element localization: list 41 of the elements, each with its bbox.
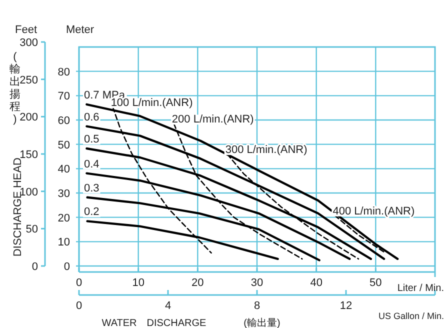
series-label: 200 L/min.(ANR) [172, 114, 254, 126]
y-tick-label: 70 [58, 90, 70, 103]
y-tick-label: 10 [58, 236, 70, 249]
x-tick-label: 30 [250, 277, 264, 289]
series-label: 0.2 [84, 206, 100, 218]
y2-axis-title: Feet [14, 24, 38, 36]
x2-tick-label: 12 [340, 300, 352, 312]
series-label: 0.6 [84, 111, 100, 124]
y2-tick-label: 200 [20, 112, 38, 124]
x2-tick-label: 4 [164, 300, 172, 312]
y-tick-label: 0 [64, 261, 70, 273]
y-tick-label: 60 [58, 115, 70, 127]
y2-tick-label: 300 [20, 37, 38, 49]
series-label: 0.3 [84, 182, 100, 194]
x-axis-title: Liter / Min. [397, 283, 444, 294]
x2-tick-label: 0 [76, 300, 82, 312]
x-tick-label: 40 [310, 277, 322, 289]
x2-axis-title: US Gallon / Min. [378, 311, 444, 321]
series-label: 0.5 [84, 133, 100, 146]
x2-tick-label: 8 [254, 300, 260, 312]
y-tick-label: 50 [58, 139, 70, 152]
x-tick-label: 0 [76, 277, 82, 289]
x-tick-label: 10 [132, 277, 144, 289]
y2-tick-label: 150 [20, 149, 38, 161]
text: WATER DISCHARGE [102, 318, 207, 328]
y-tick-label: 80 [58, 66, 70, 78]
text: (輸出揚程) [10, 51, 20, 126]
y-tick-label: 20 [58, 212, 70, 224]
y2-tick-label: 100 [20, 186, 38, 198]
text: (輸出量) [244, 317, 280, 328]
y-tick-label: 40 [58, 164, 70, 176]
series-label: 0.4 [84, 158, 100, 170]
series-label: 300 L/min.(ANR) [225, 144, 308, 156]
y2-tick-label: 50 [26, 224, 38, 236]
y-tick-label: 30 [58, 188, 70, 200]
x-tick-label: 20 [192, 277, 204, 289]
y-axis-title: Meter [66, 24, 94, 36]
x-tick-label: 50 [370, 277, 382, 289]
y2-tick-label: 250 [20, 74, 38, 86]
series-label: 400 L/min.(ANR) [332, 205, 415, 218]
y2-tick-label: 0 [32, 261, 38, 273]
